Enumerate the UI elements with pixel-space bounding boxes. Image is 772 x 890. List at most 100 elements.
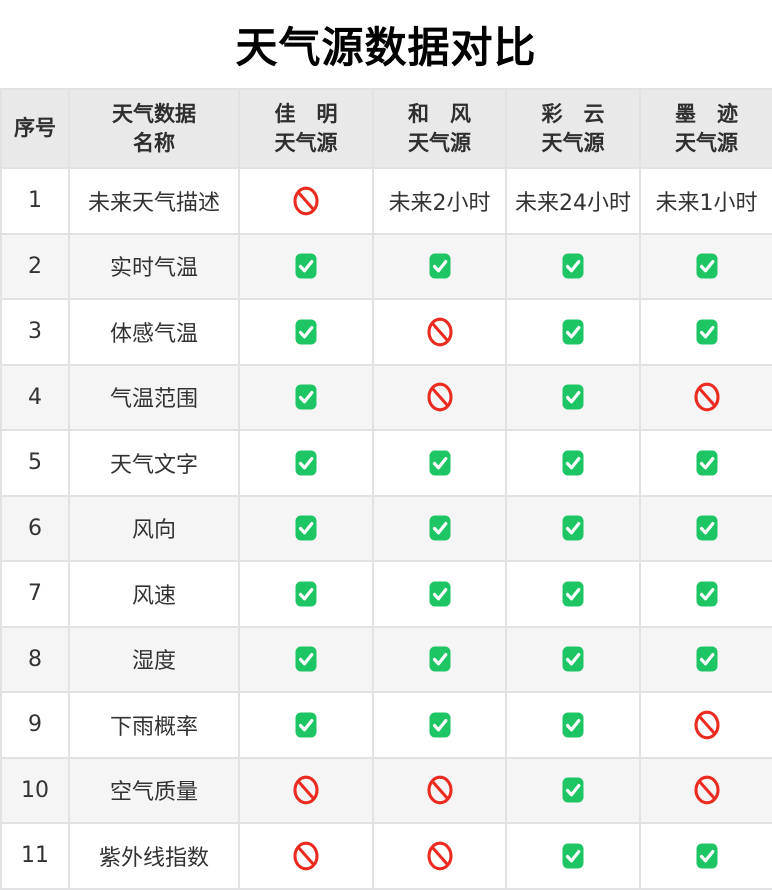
check-icon <box>429 646 450 672</box>
status-cell <box>639 822 772 890</box>
row-label: 气温范围 <box>68 363 240 431</box>
status-cell <box>639 232 772 300</box>
status-cell <box>639 625 772 693</box>
status-cell <box>238 429 374 497</box>
ban-icon <box>426 382 453 412</box>
row-number: 5 <box>0 429 70 497</box>
status-cell <box>238 167 374 235</box>
ban-icon <box>426 317 453 347</box>
status-cell: 未来1小时 <box>639 167 772 235</box>
header-line2: 天气源 <box>274 130 338 155</box>
ban-icon <box>293 775 319 805</box>
status-cell <box>372 363 507 431</box>
row-number: 9 <box>0 691 70 759</box>
check-icon <box>696 646 717 672</box>
status-cell <box>505 298 641 366</box>
check-icon <box>562 450 584 476</box>
status-cell <box>639 494 772 562</box>
row-number: 1 <box>0 167 70 235</box>
check-icon <box>429 253 450 279</box>
row-label: 风速 <box>68 560 240 628</box>
check-icon <box>696 581 717 607</box>
ban-icon <box>293 841 319 871</box>
ban-icon <box>693 710 720 740</box>
header-line1: 彩 云 <box>541 102 605 127</box>
status-cell <box>372 494 507 562</box>
row-number: 10 <box>0 756 70 824</box>
status-cell <box>505 756 641 824</box>
status-cell <box>505 429 641 497</box>
row-number: 8 <box>0 625 70 693</box>
check-icon <box>295 319 317 345</box>
status-cell <box>505 494 641 562</box>
check-icon <box>295 515 317 541</box>
row-number: 3 <box>0 298 70 366</box>
check-icon <box>295 450 317 476</box>
check-icon <box>562 581 584 607</box>
header-cell-index: 序号 <box>0 88 70 169</box>
header-cell-dataname: 天气数据 名称 <box>68 88 240 169</box>
row-number: 2 <box>0 232 70 300</box>
ban-icon <box>693 775 720 805</box>
check-icon <box>562 712 584 738</box>
status-cell <box>372 625 507 693</box>
status-cell <box>372 429 507 497</box>
row-label: 天气文字 <box>68 429 240 497</box>
check-icon <box>295 581 317 607</box>
check-icon <box>295 384 317 410</box>
table-row: 4 气温范围 <box>0 363 772 431</box>
status-cell <box>372 560 507 628</box>
check-icon <box>696 450 717 476</box>
row-number: 11 <box>0 822 70 890</box>
check-icon <box>696 515 717 541</box>
status-cell <box>639 363 772 431</box>
header-line1: 天气数据 <box>112 102 196 127</box>
check-icon <box>295 253 317 279</box>
table-header: 序号 天气数据 名称 佳 明 天气源 和 风 天气源 彩 云 天气源 <box>0 88 772 169</box>
row-label: 体感气温 <box>68 298 240 366</box>
header-line2: 天气源 <box>541 130 605 155</box>
row-number: 7 <box>0 560 70 628</box>
row-number: 4 <box>0 363 70 431</box>
check-icon <box>295 712 317 738</box>
status-cell <box>238 232 374 300</box>
check-icon <box>429 450 450 476</box>
check-icon <box>562 384 584 410</box>
header-line1: 墨 迹 <box>675 102 738 127</box>
status-cell <box>238 625 374 693</box>
ban-icon <box>426 775 453 805</box>
table-row: 5 天气文字 <box>0 429 772 497</box>
status-cell <box>238 298 374 366</box>
ban-icon <box>426 841 453 871</box>
table-row: 7 风速 <box>0 560 772 628</box>
page-title: 天气源数据对比 <box>235 22 537 72</box>
check-icon <box>696 253 717 279</box>
check-icon <box>562 646 584 672</box>
status-cell <box>505 691 641 759</box>
check-icon <box>295 646 317 672</box>
status-cell <box>372 691 507 759</box>
row-label: 实时气温 <box>68 232 240 300</box>
status-cell <box>639 429 772 497</box>
check-icon <box>429 712 450 738</box>
header-line2: 天气源 <box>408 130 471 155</box>
status-cell <box>238 756 374 824</box>
table-row: 9 下雨概率 <box>0 691 772 759</box>
ban-icon <box>293 186 319 216</box>
status-cell <box>639 298 772 366</box>
check-icon <box>429 515 450 541</box>
status-cell <box>505 625 641 693</box>
status-cell <box>238 560 374 628</box>
row-label: 紫外线指数 <box>68 822 240 890</box>
header-cell-caiyun: 彩 云 天气源 <box>505 88 641 169</box>
check-icon <box>429 581 450 607</box>
header-cell-garmin: 佳 明 天气源 <box>238 88 374 169</box>
comparison-table: 序号 天气数据 名称 佳 明 天气源 和 风 天气源 彩 云 天气源 <box>0 88 772 890</box>
check-icon <box>562 319 584 345</box>
table-row: 1 未来天气描述 未来2小时 未来24小时 未来1小时 <box>0 167 772 235</box>
header-cell-hefeng: 和 风 天气源 <box>372 88 507 169</box>
status-cell <box>238 494 374 562</box>
table-row: 10 空气质量 <box>0 756 772 824</box>
check-icon <box>562 515 584 541</box>
row-label: 下雨概率 <box>68 691 240 759</box>
